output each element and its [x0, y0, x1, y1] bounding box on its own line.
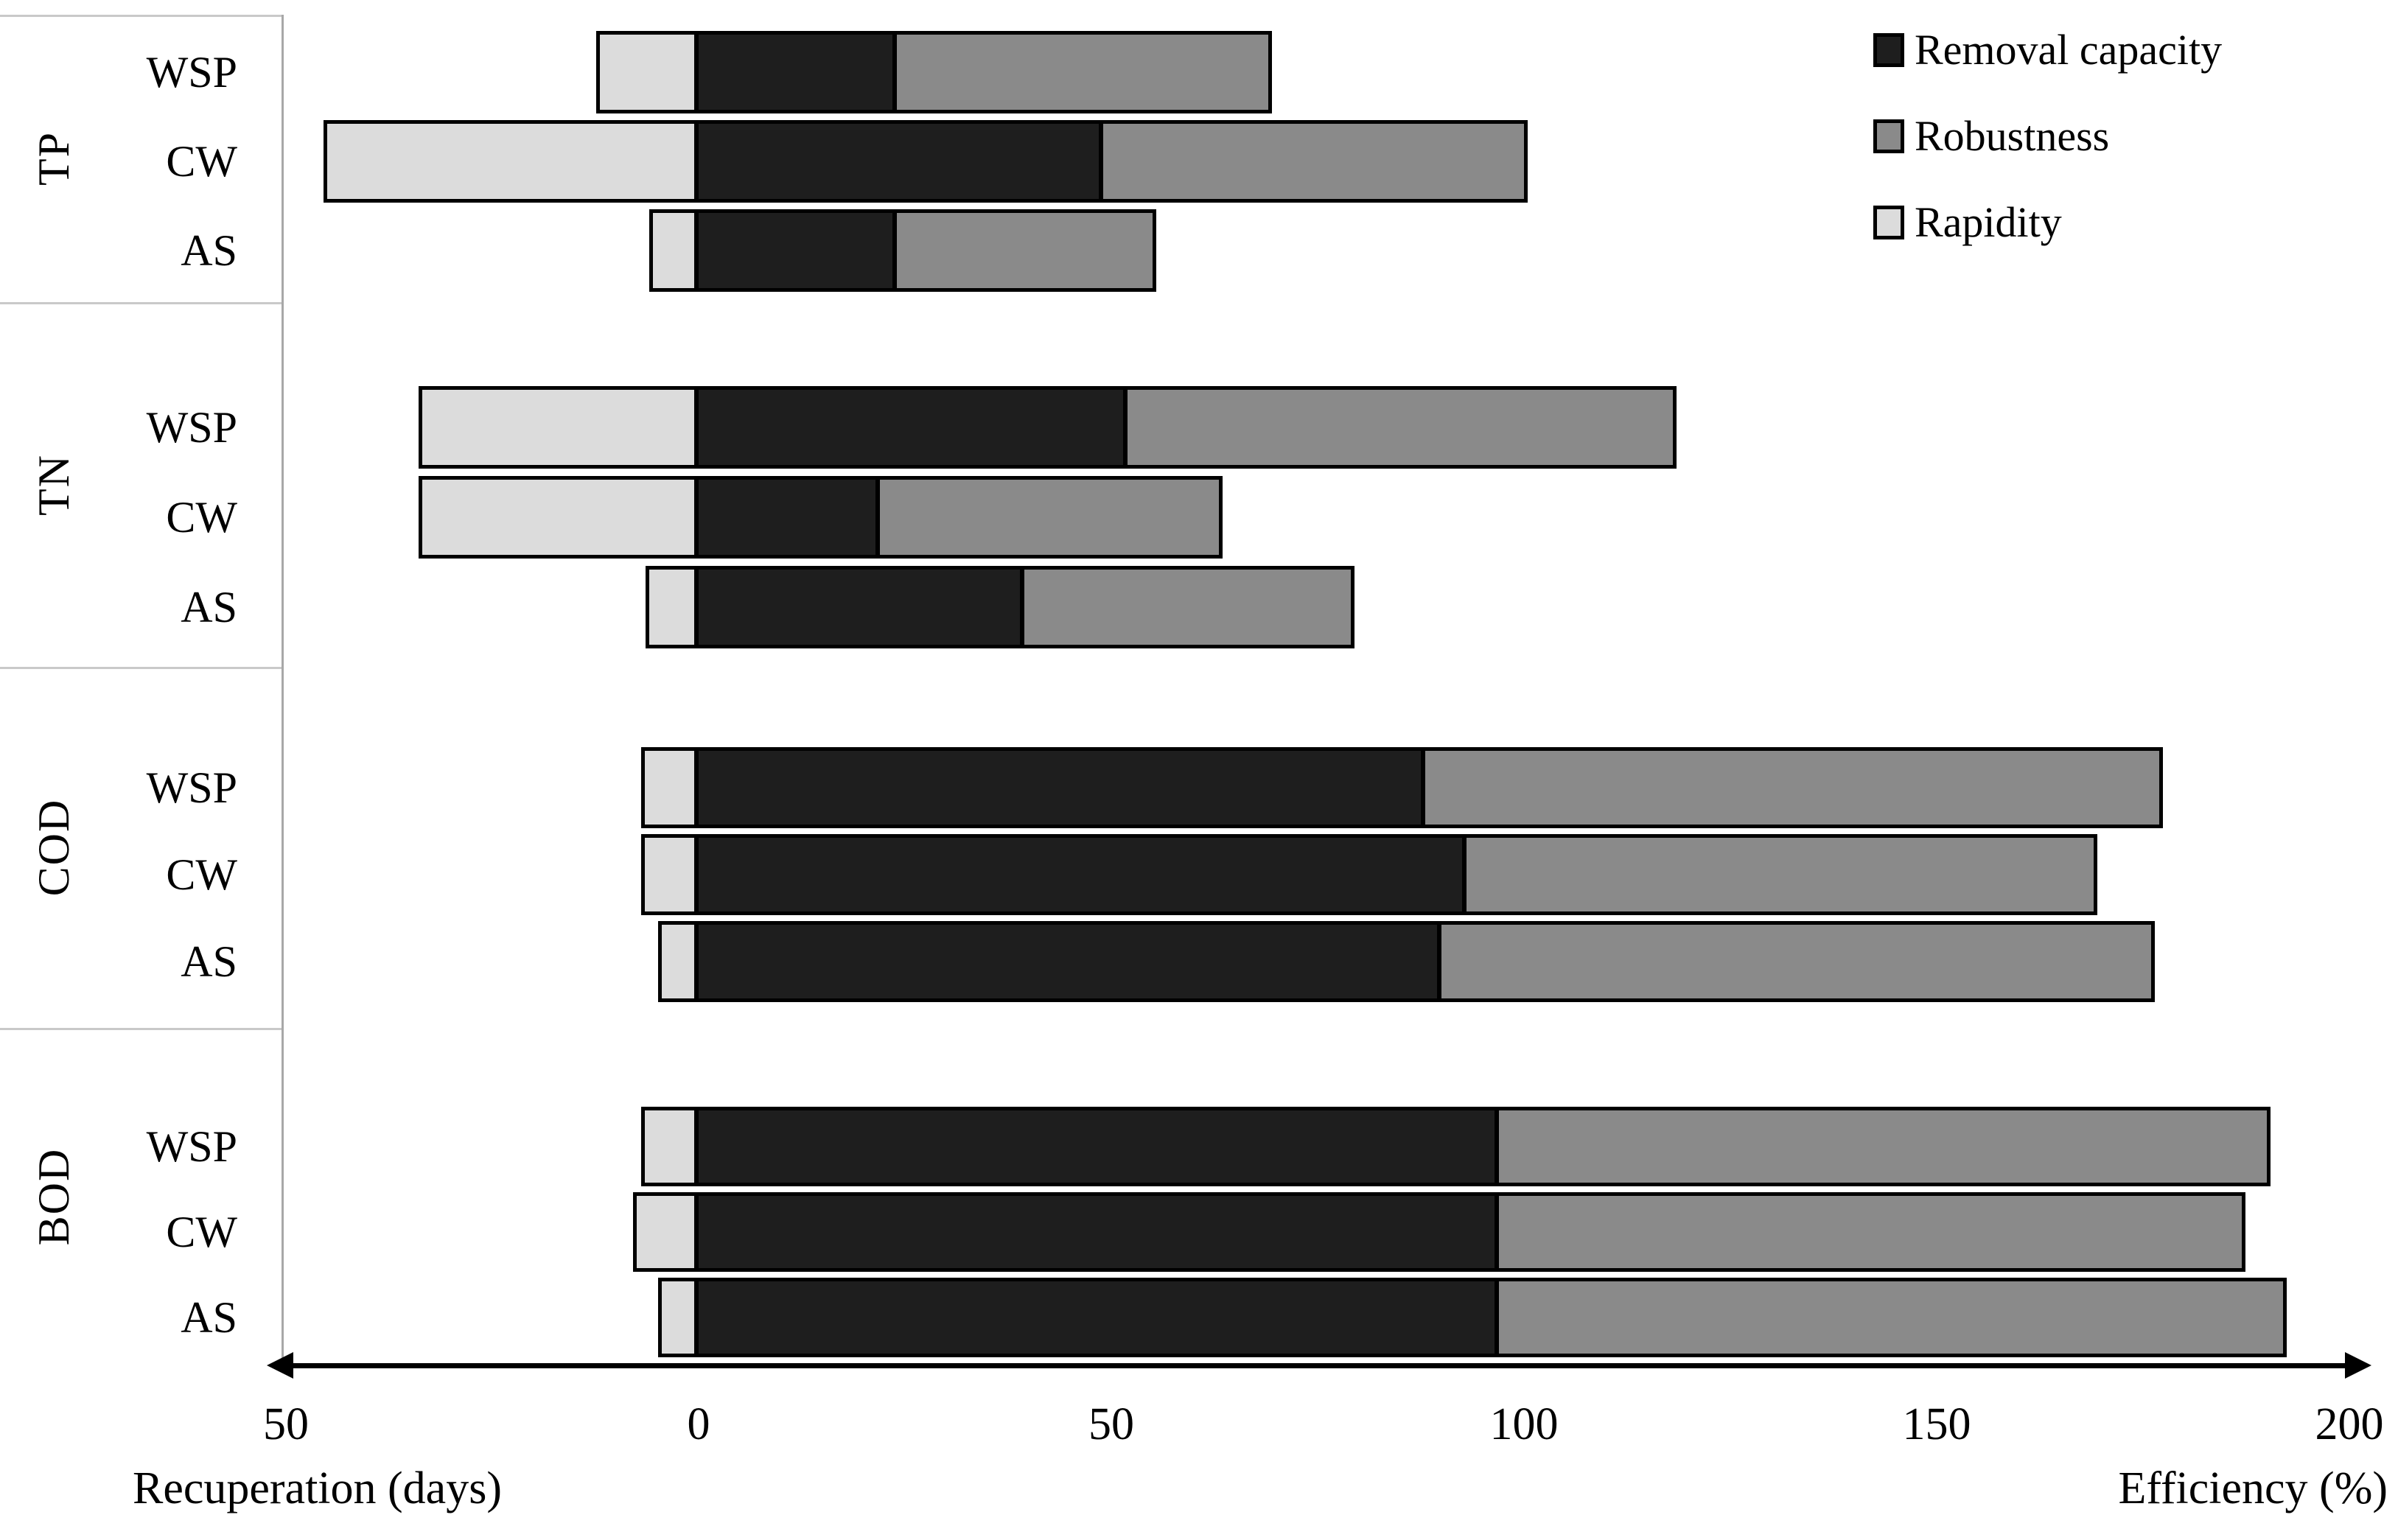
- row-label-as: AS: [181, 583, 237, 631]
- bar-row-bod-as: [657, 1278, 2287, 1357]
- bar-row-cod-cw: [641, 834, 2097, 915]
- legend-item-removal-capacity: Removal capacity: [1873, 25, 2222, 74]
- label-column-border-line: [282, 15, 284, 1365]
- robustness-segment: [1466, 838, 2094, 911]
- robustness-segment: [1499, 1110, 2267, 1183]
- group-separator-line: [0, 15, 282, 17]
- row-label-as: AS: [181, 1293, 237, 1342]
- legend-label: Robustness: [1915, 112, 2110, 160]
- removal-capacity-segment: [698, 1281, 1500, 1354]
- x-tick-label: 0: [687, 1399, 710, 1449]
- robustness-segment: [896, 35, 1268, 110]
- x-axis-line: [289, 1363, 2345, 1368]
- removal-capacity-segment: [698, 925, 1441, 998]
- rapidity-segment: [661, 925, 699, 998]
- x-tick-label: 50: [1088, 1399, 1134, 1449]
- rapidity-segment: [653, 213, 699, 288]
- row-label-wsp: WSP: [146, 763, 237, 812]
- bar-row-cod-wsp: [641, 747, 2164, 828]
- axis-arrow-left-icon: [267, 1352, 293, 1379]
- row-label-as: AS: [181, 226, 237, 275]
- rapidity-segment: [422, 390, 699, 465]
- bar-row-bod-cw: [633, 1192, 2246, 1272]
- robustness-segment: [1024, 570, 1351, 645]
- removal-capacity-segment: [698, 570, 1025, 645]
- group-label-cod: COD: [29, 798, 78, 897]
- removal-capacity-segment: [698, 1110, 1500, 1183]
- row-label-as: AS: [181, 937, 237, 986]
- group-separator-line: [0, 1028, 282, 1030]
- legend-item-robustness: Robustness: [1873, 111, 2222, 161]
- removal-capacity-segment: [698, 751, 1425, 825]
- removal-capacity-segment: [698, 390, 1128, 465]
- row-label-cw: CW: [166, 493, 237, 542]
- legend: Removal capacity Robustness Rapidity: [1873, 25, 2222, 247]
- robustness-swatch-icon: [1873, 119, 1904, 153]
- rapidity-segment: [599, 35, 699, 110]
- bar-row-tp-wsp: [595, 31, 1272, 113]
- group-label-tn: TN: [29, 453, 78, 516]
- row-label-wsp: WSP: [146, 403, 237, 452]
- rapidity-segment: [422, 480, 699, 555]
- rapidity-segment: [327, 124, 699, 199]
- rapidity-segment: [645, 751, 699, 825]
- group-label-bod: BOD: [29, 1147, 78, 1246]
- row-label-cw: CW: [166, 850, 237, 899]
- robustness-segment: [1425, 751, 2160, 825]
- x-tick-label: 100: [1489, 1399, 1559, 1449]
- x-tick-label: 150: [1902, 1399, 1971, 1449]
- row-label-wsp: WSP: [146, 48, 237, 97]
- robustness-segment: [1102, 124, 1524, 199]
- bar-row-tn-wsp: [418, 386, 1677, 469]
- rapidity-segment: [645, 1110, 699, 1183]
- rapidity-segment: [649, 570, 699, 645]
- robustness-segment: [1499, 1196, 2243, 1268]
- rapidity-segment: [637, 1196, 699, 1268]
- bar-row-tn-cw: [418, 476, 1223, 559]
- group-label-tp: TP: [29, 130, 78, 186]
- removal-capacity-segment: [699, 1196, 1500, 1268]
- x-tick-label: 50: [263, 1399, 309, 1449]
- removal-capacity-segment: [699, 124, 1103, 199]
- removal-capacity-segment: [698, 35, 897, 110]
- right-axis-caption: Efficiency (%): [2118, 1463, 2388, 1513]
- row-label-cw: CW: [166, 1208, 237, 1256]
- legend-label: Rapidity: [1915, 198, 2062, 246]
- left-axis-caption: Recuperation (days): [133, 1463, 502, 1513]
- bar-row-tn-as: [645, 566, 1354, 648]
- bar-row-tp-cw: [324, 120, 1528, 203]
- group-separator-line: [0, 302, 282, 304]
- rapidity-swatch-icon: [1873, 205, 1904, 239]
- robustness-segment: [880, 480, 1219, 555]
- removal-capacity-segment: [698, 480, 881, 555]
- bar-row-bod-wsp: [641, 1107, 2271, 1186]
- row-label-wsp: WSP: [146, 1122, 237, 1171]
- robustness-segment: [896, 213, 1153, 288]
- legend-item-rapidity: Rapidity: [1873, 197, 2222, 247]
- rapidity-segment: [645, 838, 699, 911]
- group-separator-line: [0, 667, 282, 669]
- rapidity-segment: [661, 1281, 699, 1354]
- legend-label: Removal capacity: [1915, 26, 2223, 74]
- robustness-segment: [1441, 925, 2152, 998]
- robustness-segment: [1499, 1281, 2284, 1354]
- removal-capacity-segment: [698, 838, 1467, 911]
- row-label-cw: CW: [166, 137, 237, 186]
- removal-capacity-segment: [698, 213, 897, 288]
- axis-arrow-right-icon: [2345, 1352, 2371, 1379]
- x-tick-label: 200: [2315, 1399, 2384, 1449]
- bar-row-cod-as: [657, 921, 2156, 1002]
- robustness-segment: [1128, 390, 1673, 465]
- removal-capacity-swatch-icon: [1873, 32, 1904, 67]
- bar-row-tp-as: [649, 209, 1156, 292]
